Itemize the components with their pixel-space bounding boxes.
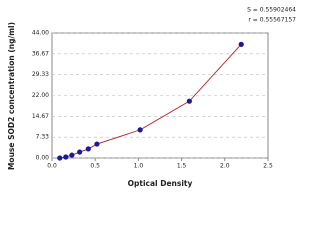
data-point xyxy=(186,98,192,104)
data-point xyxy=(85,146,91,152)
x-tick-label: 1.0 xyxy=(134,163,144,170)
y-tick-label: 14.67 xyxy=(32,113,49,120)
x-tick-label: 2.5 xyxy=(263,163,273,170)
data-point xyxy=(238,41,244,47)
y-tick-label: 44.00 xyxy=(32,30,49,37)
y-tick-label: 29.33 xyxy=(32,71,49,78)
x-tick-label: 0.0 xyxy=(47,163,57,170)
y-axis-label: Mouse SOD2 concentration (ng/ml) xyxy=(7,22,16,170)
y-tick-label: 36.67 xyxy=(32,50,49,57)
y-tick-label: 7.33 xyxy=(36,134,50,141)
x-tick-label: 2.0 xyxy=(220,163,230,170)
y-tick-label: 22.00 xyxy=(32,92,49,99)
annotation: S = 0.55902464 xyxy=(247,7,296,14)
x-tick-label: 0.5 xyxy=(90,163,100,170)
data-point xyxy=(77,149,83,155)
data-point xyxy=(57,155,63,161)
y-tick-label: 0.00 xyxy=(36,155,50,162)
x-tick-label: 1.5 xyxy=(177,163,187,170)
data-point xyxy=(69,152,75,158)
data-point xyxy=(63,154,69,160)
x-axis-label: Optical Density xyxy=(128,179,193,188)
data-point xyxy=(137,127,143,133)
data-point xyxy=(94,141,100,147)
annotation: r = 0.55567157 xyxy=(248,17,296,24)
chart: Optical Density Mouse SOD2 concentration… xyxy=(7,7,296,189)
